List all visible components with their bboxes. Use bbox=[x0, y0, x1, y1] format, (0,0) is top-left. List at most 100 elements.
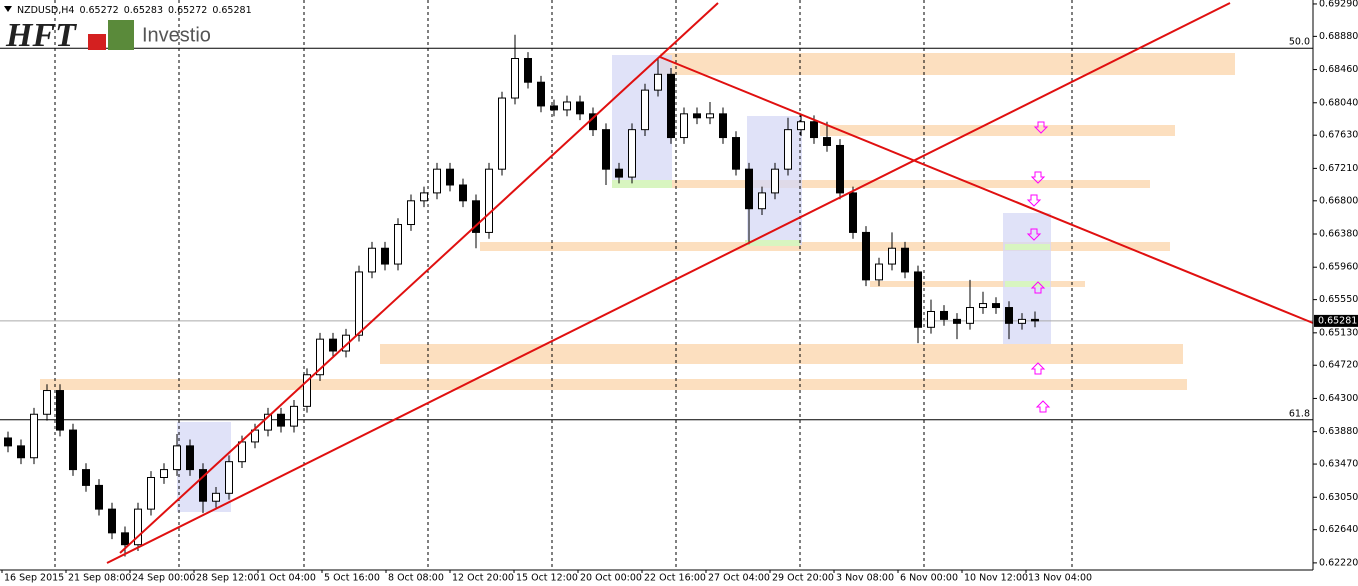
candle-body bbox=[290, 405, 298, 427]
candle-body bbox=[225, 461, 233, 494]
candle-body bbox=[992, 303, 1000, 309]
candle-body bbox=[186, 445, 194, 471]
arrows bbox=[1026, 121, 1051, 413]
candle-body bbox=[732, 137, 740, 170]
zone bbox=[870, 281, 1085, 287]
y-tick-label: 0.65960 bbox=[1319, 262, 1358, 273]
y-tick-label: 0.68880 bbox=[1319, 31, 1358, 42]
candle-body bbox=[173, 445, 181, 471]
candle-body bbox=[355, 271, 363, 336]
highlight-strip bbox=[1005, 244, 1050, 250]
highlight-strip bbox=[745, 240, 800, 246]
candle-body bbox=[1005, 307, 1013, 324]
highlight-strip bbox=[1005, 281, 1050, 287]
zone bbox=[380, 344, 1183, 364]
x-tick-label: 24 Sep 00:00 bbox=[132, 573, 195, 584]
candle-body bbox=[667, 73, 675, 139]
y-tick-label: 0.67210 bbox=[1319, 163, 1358, 174]
x-tick-label: 3 Nov 08:00 bbox=[836, 573, 894, 584]
annotations bbox=[40, 53, 1235, 512]
candle-body bbox=[303, 374, 311, 407]
candle-body bbox=[238, 441, 246, 463]
candle-body bbox=[95, 484, 103, 510]
y-tick-label: 0.65550 bbox=[1319, 294, 1358, 305]
candle-body bbox=[914, 271, 922, 328]
candle-body bbox=[953, 318, 961, 324]
logo-name: Investio bbox=[142, 24, 211, 46]
trendline bbox=[106, 2, 1231, 564]
candle-body bbox=[30, 413, 38, 459]
candle-body bbox=[1018, 318, 1026, 324]
arrow-up bbox=[1035, 400, 1051, 413]
candles bbox=[4, 34, 1039, 557]
candle-body bbox=[420, 192, 428, 202]
candle-body bbox=[940, 310, 948, 320]
candle-body bbox=[550, 105, 558, 111]
candle-body bbox=[719, 113, 727, 139]
header-value: 0.65272 bbox=[168, 5, 207, 16]
x-tick-label: 5 Oct 16:00 bbox=[324, 573, 380, 584]
x-tick-label: 13 Nov 04:00 bbox=[1028, 573, 1092, 584]
candle-body bbox=[602, 129, 610, 170]
header-icon bbox=[4, 6, 12, 12]
candle-body bbox=[82, 469, 90, 486]
price-tag bbox=[1314, 314, 1358, 327]
candle-body bbox=[485, 168, 493, 233]
logo-square bbox=[108, 20, 134, 50]
x-tick-label: 29 Oct 20:00 bbox=[772, 573, 834, 584]
zone bbox=[480, 242, 1170, 251]
candle-body bbox=[1031, 318, 1039, 322]
candle-body bbox=[862, 231, 870, 281]
candle-body bbox=[524, 58, 532, 83]
candle-body bbox=[706, 113, 714, 119]
header-value: 0.65281 bbox=[212, 5, 251, 16]
y-tick-label: 0.64300 bbox=[1319, 393, 1358, 404]
x-tick-label: 16 Sep 2015 bbox=[4, 573, 64, 584]
x-tick-label: 27 Oct 04:00 bbox=[708, 573, 770, 584]
x-tick-label: 12 Oct 20:00 bbox=[452, 573, 514, 584]
header-value: 0.65272 bbox=[79, 5, 118, 16]
zone bbox=[670, 180, 1150, 188]
arrow-down bbox=[1033, 121, 1049, 134]
levels: 50.0 61.8 bbox=[0, 37, 1313, 421]
time-grid bbox=[54, 0, 1073, 570]
candle-body bbox=[615, 168, 623, 178]
candle-body bbox=[199, 469, 207, 502]
candle-body bbox=[966, 307, 974, 324]
candle-body bbox=[147, 477, 155, 510]
y-tick-label: 0.63880 bbox=[1319, 426, 1358, 437]
candle-body bbox=[784, 129, 792, 170]
candle-body bbox=[381, 247, 389, 265]
highlight-box bbox=[1003, 213, 1051, 344]
candle-body bbox=[771, 168, 779, 194]
candle-body bbox=[329, 338, 337, 352]
candle-body bbox=[654, 73, 662, 91]
x-tick-label: 21 Sep 08:00 bbox=[68, 573, 131, 584]
candle-body bbox=[43, 390, 51, 415]
x-tick-label: 8 Oct 08:00 bbox=[388, 573, 444, 584]
candle-body bbox=[121, 532, 129, 546]
candle-body bbox=[446, 168, 454, 186]
zone bbox=[40, 379, 1187, 390]
candle-body bbox=[563, 101, 571, 111]
y-tick-label: 0.67630 bbox=[1319, 130, 1358, 141]
y-tick-label: 0.64720 bbox=[1319, 360, 1358, 371]
candle-body bbox=[576, 101, 584, 115]
arrow-down bbox=[1030, 171, 1046, 184]
candle-body bbox=[641, 89, 649, 131]
x-tick-label: 6 Nov 00:00 bbox=[900, 573, 958, 584]
arrow-down bbox=[1026, 228, 1042, 241]
arrow-up bbox=[1030, 281, 1046, 294]
candle-body bbox=[459, 184, 467, 202]
x-tick-label: 10 Nov 12:00 bbox=[964, 573, 1028, 584]
header-text: NZDUSD,H4 0.65272 0.65283 0.65272 0.65281 bbox=[17, 5, 252, 16]
logo-mark: HFT bbox=[5, 17, 77, 54]
zone bbox=[660, 53, 1235, 75]
x-tick-label: 20 Oct 00:00 bbox=[580, 573, 642, 584]
x-tick-label: 28 Sep 12:00 bbox=[196, 573, 259, 584]
y-tick-label: 0.62640 bbox=[1319, 524, 1358, 535]
candle-body bbox=[433, 168, 441, 194]
